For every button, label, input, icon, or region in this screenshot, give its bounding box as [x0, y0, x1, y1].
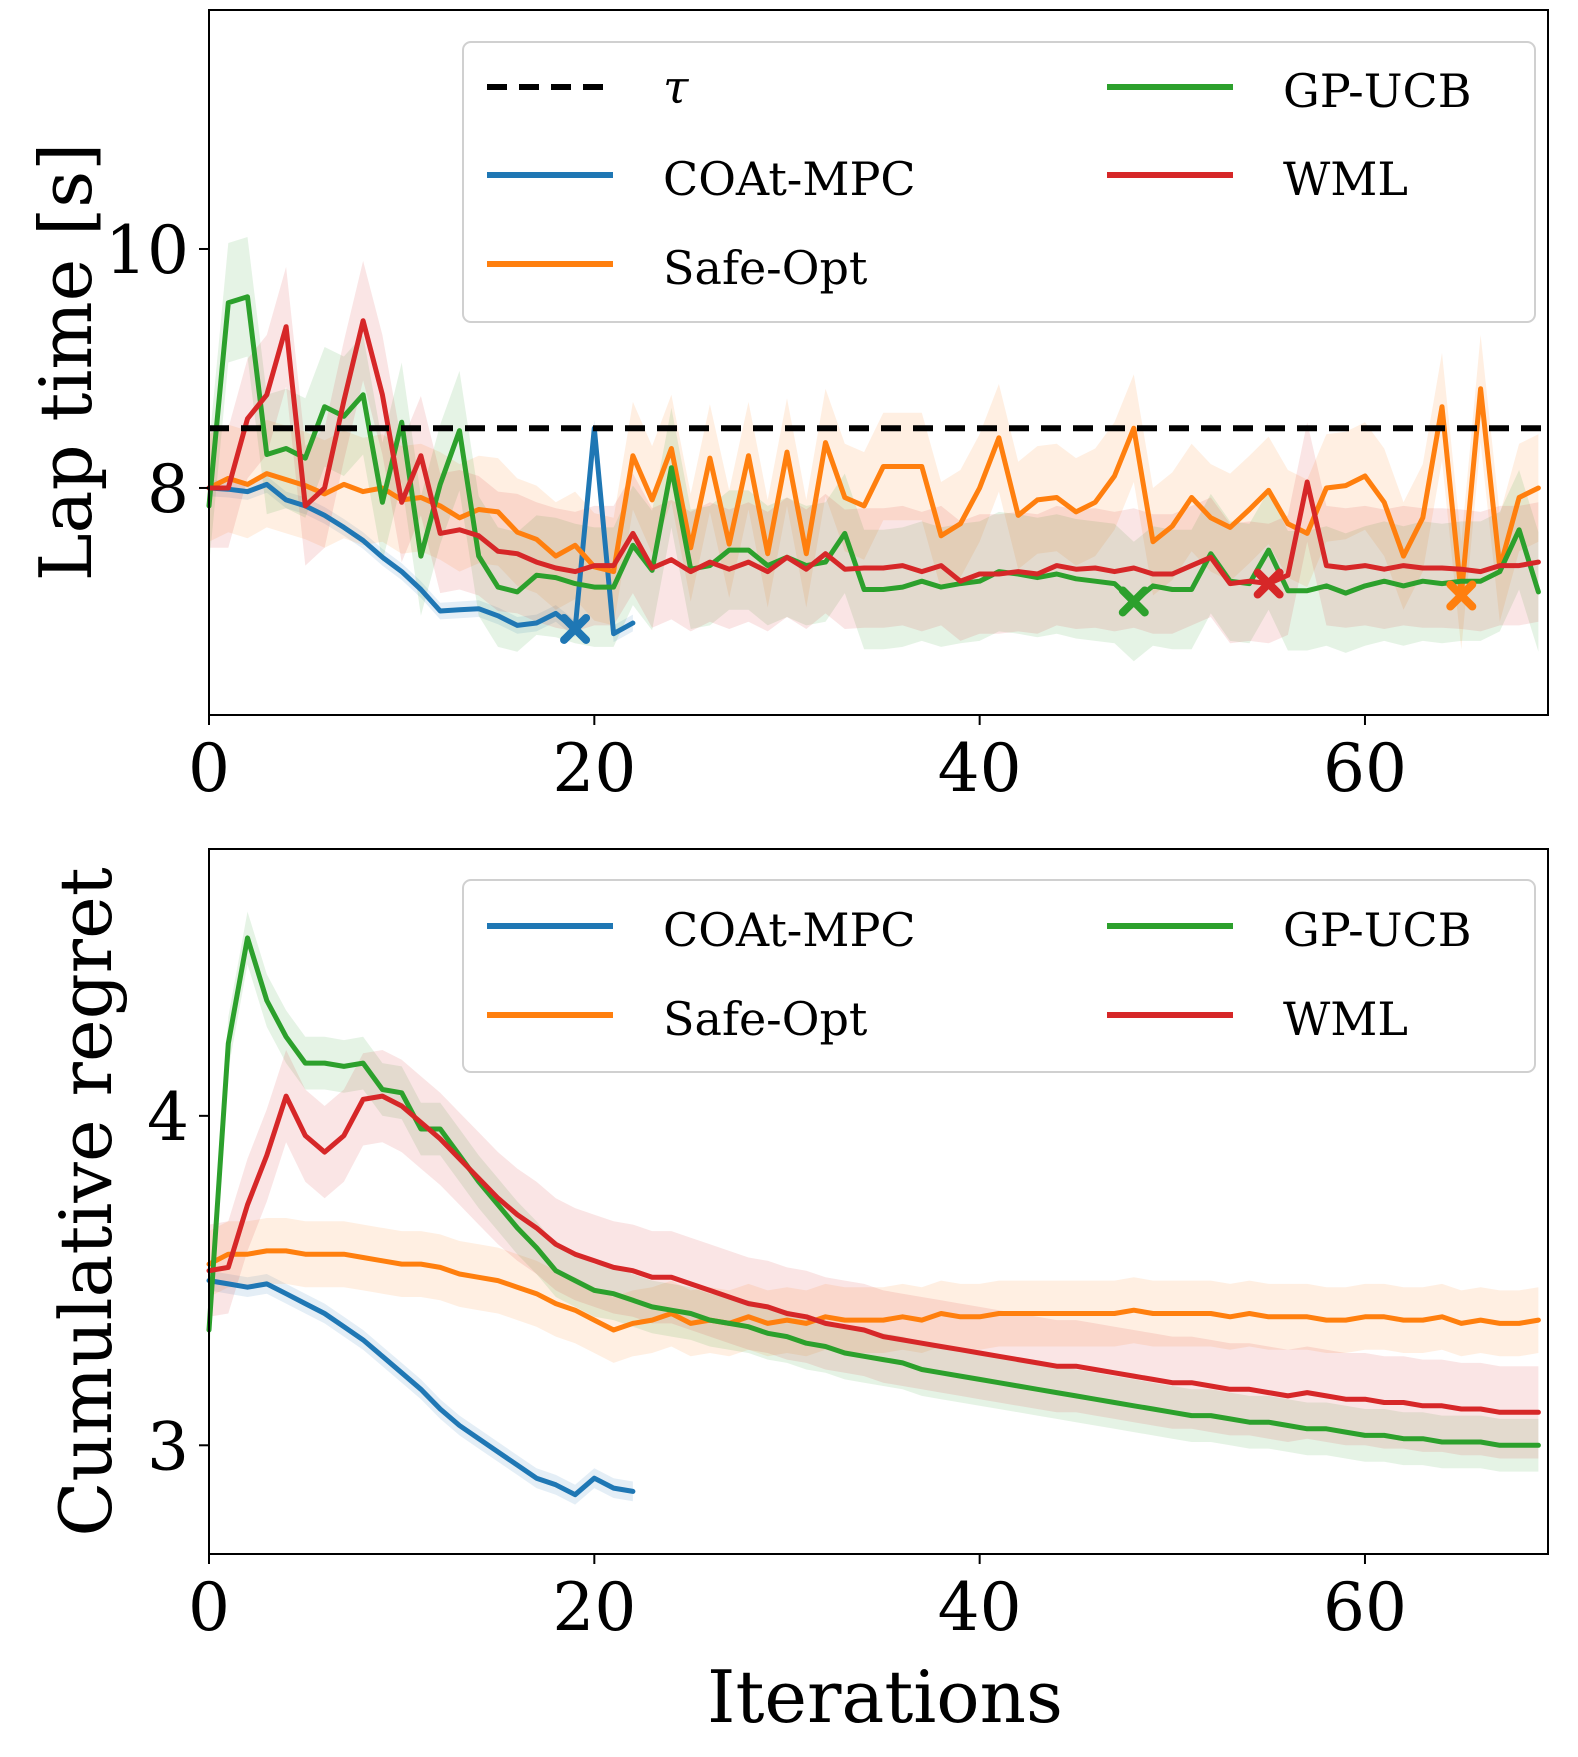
regret-coat-mpc-line: [206, 1278, 636, 1498]
lap-time-legend-box: [462, 41, 1536, 323]
lap-time-x-tick-label: 0: [188, 730, 230, 807]
lap-time-y-tick-label: 10: [105, 212, 189, 289]
regret-x-tick-label: 40: [938, 1569, 1022, 1646]
regret-wml-line: [206, 1093, 1541, 1415]
lap-time-safe-opt-band: [209, 335, 1539, 650]
regret-y-tick-label: 3: [147, 1408, 189, 1485]
regret-safe-opt-line: [206, 1248, 1541, 1333]
lap-time-gp-ucb-band: [209, 237, 1539, 662]
legend-gp-ucb-label: GP-UCB: [1283, 64, 1472, 118]
legend2-gp-ucb-label: GP-UCB: [1283, 903, 1472, 957]
lap-time-y-axis-title: Lap time [s]: [24, 143, 108, 582]
regret-ticks: 0 20 40 60 3 4: [147, 1079, 1407, 1646]
lap-time-x-tick-label: 40: [938, 730, 1022, 807]
legend-coat-mpc-label: COAt-MPC: [663, 152, 916, 206]
regret-x-tick-label: 20: [552, 1569, 636, 1646]
lap-time-wml-best-marker: [1253, 568, 1284, 599]
regret-y-axis-title: Cumulative regret: [44, 867, 128, 1536]
lap-time-x-tick-label: 60: [1323, 730, 1407, 807]
legend-safe-opt-label: Safe-Opt: [663, 241, 868, 295]
regret-wml-band: [209, 1050, 1539, 1459]
lap-time-coat-mpc-band: [209, 419, 633, 643]
lap-time-safe-opt-best-marker: [1446, 580, 1477, 611]
lap-time-best-markers: [560, 568, 1477, 644]
lap-time-y-tick-label: 8: [147, 451, 189, 528]
lap-time-panel: 0 20 40 60 8 10 Lap time [s] τ COAt-MPC Safe-…: [24, 9, 1549, 807]
regret-plot-frame: [208, 848, 1549, 1555]
legend-wml-label: WML: [1283, 152, 1408, 206]
regret-x-tick-label: 0: [188, 1569, 230, 1646]
regret-y-tick-label: 4: [147, 1079, 189, 1156]
lap-time-x-tick-label: 20: [552, 730, 636, 807]
legend2-safe-opt-label: Safe-Opt: [663, 992, 868, 1046]
legend2-wml-label: WML: [1283, 992, 1408, 1046]
regret-legend-box: [462, 879, 1536, 1073]
lap-time-gp-ucb-best-marker: [1118, 586, 1149, 617]
lap-time-plot-frame: [208, 9, 1549, 716]
cumulative-regret-panel: 0 20 40 60 3 4 Cumulative regret Iterations C…: [44, 848, 1549, 1739]
regret-x-axis-title: Iterations: [707, 1655, 1063, 1739]
lap-time-legend: τ COAt-MPC Safe-Opt GP-UCB WML: [462, 41, 1536, 323]
lap-time-coat-mpc-best-marker: [560, 613, 591, 644]
legend2-coat-mpc-label: COAt-MPC: [663, 903, 916, 957]
lap-time-wml-line: [206, 318, 1541, 587]
lap-time-ticks: 0 20 40 60 8 10: [105, 212, 1407, 807]
lap-time-gp-ucb-line: [206, 294, 1541, 604]
regret-legend: COAt-MPC Safe-Opt GP-UCB WML: [462, 879, 1536, 1073]
lap-time-wml-band: [209, 260, 1539, 644]
regret-x-tick-label: 60: [1323, 1569, 1407, 1646]
regret-series-lines: [206, 935, 1541, 1498]
lap-time-confidence-bands: [209, 237, 1539, 662]
legend-tau-label: τ: [663, 60, 690, 114]
regret-safe-opt-band: [209, 1218, 1539, 1363]
